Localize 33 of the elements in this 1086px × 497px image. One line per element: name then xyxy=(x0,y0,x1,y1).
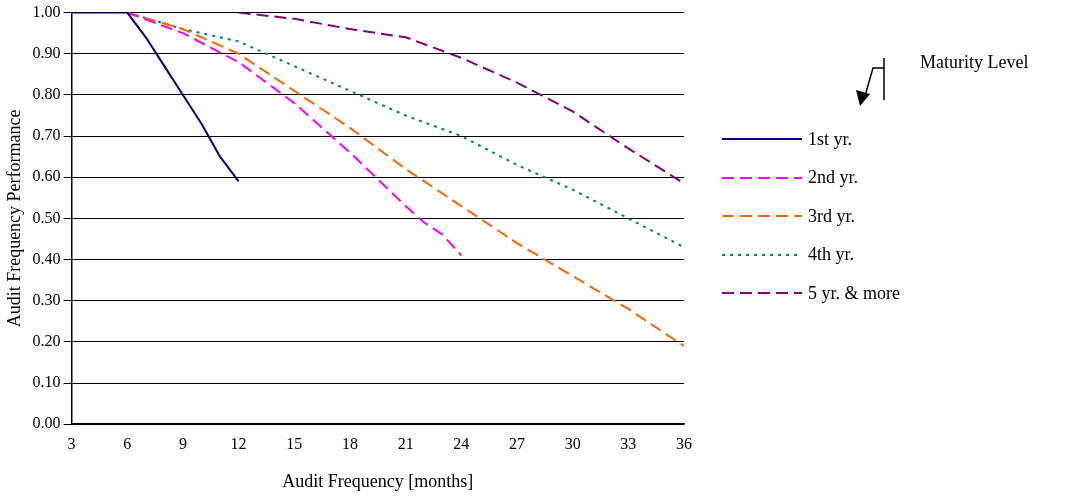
y-tick-label: 0.40 xyxy=(32,249,61,267)
x-tick-label: 21 xyxy=(397,435,414,452)
x-tick-label: 9 xyxy=(178,435,187,452)
line-series xyxy=(237,12,684,185)
legend-label: 4th yr. xyxy=(808,244,855,266)
y-tick-label: 0.70 xyxy=(32,126,61,144)
legend-label: 1st yr. xyxy=(808,128,853,150)
legend-label: 2nd yr. xyxy=(808,167,859,189)
y-tick-label: 1.00 xyxy=(32,2,61,20)
legend-label: 3rd yr. xyxy=(808,205,855,227)
x-tick-label: 30 xyxy=(564,435,581,452)
y-tick-label: 0.00 xyxy=(32,414,61,432)
x-tick-label: 27 xyxy=(508,435,525,452)
x-tick-label: 12 xyxy=(230,435,247,452)
x-axis-title: Audit Frequency [months] xyxy=(282,470,474,491)
y-tick-label: 0.80 xyxy=(32,85,61,103)
y-tick-label: 0.30 xyxy=(32,290,61,308)
x-tick-label: 3 xyxy=(67,435,76,452)
y-tick-label: 0.90 xyxy=(32,43,61,61)
x-tick-label: 6 xyxy=(123,435,132,452)
legend-label: 5 yr. & more xyxy=(808,282,900,304)
y-tick-label: 0.10 xyxy=(32,373,61,391)
x-tick-label: 24 xyxy=(453,435,470,452)
x-tick-label: 18 xyxy=(341,435,358,452)
y-axis-title: Audit Frequency Performance xyxy=(3,109,24,328)
line-series xyxy=(126,12,463,257)
legend-title: Maturity Level xyxy=(920,52,1029,73)
y-tick-label: 0.60 xyxy=(32,167,61,185)
x-tick-label: 33 xyxy=(620,435,637,452)
y-tick-label: 0.50 xyxy=(32,208,61,226)
x-tick-label: 15 xyxy=(286,435,303,452)
y-tick-label: 0.20 xyxy=(32,332,61,350)
x-tick-label: 36 xyxy=(676,435,692,452)
